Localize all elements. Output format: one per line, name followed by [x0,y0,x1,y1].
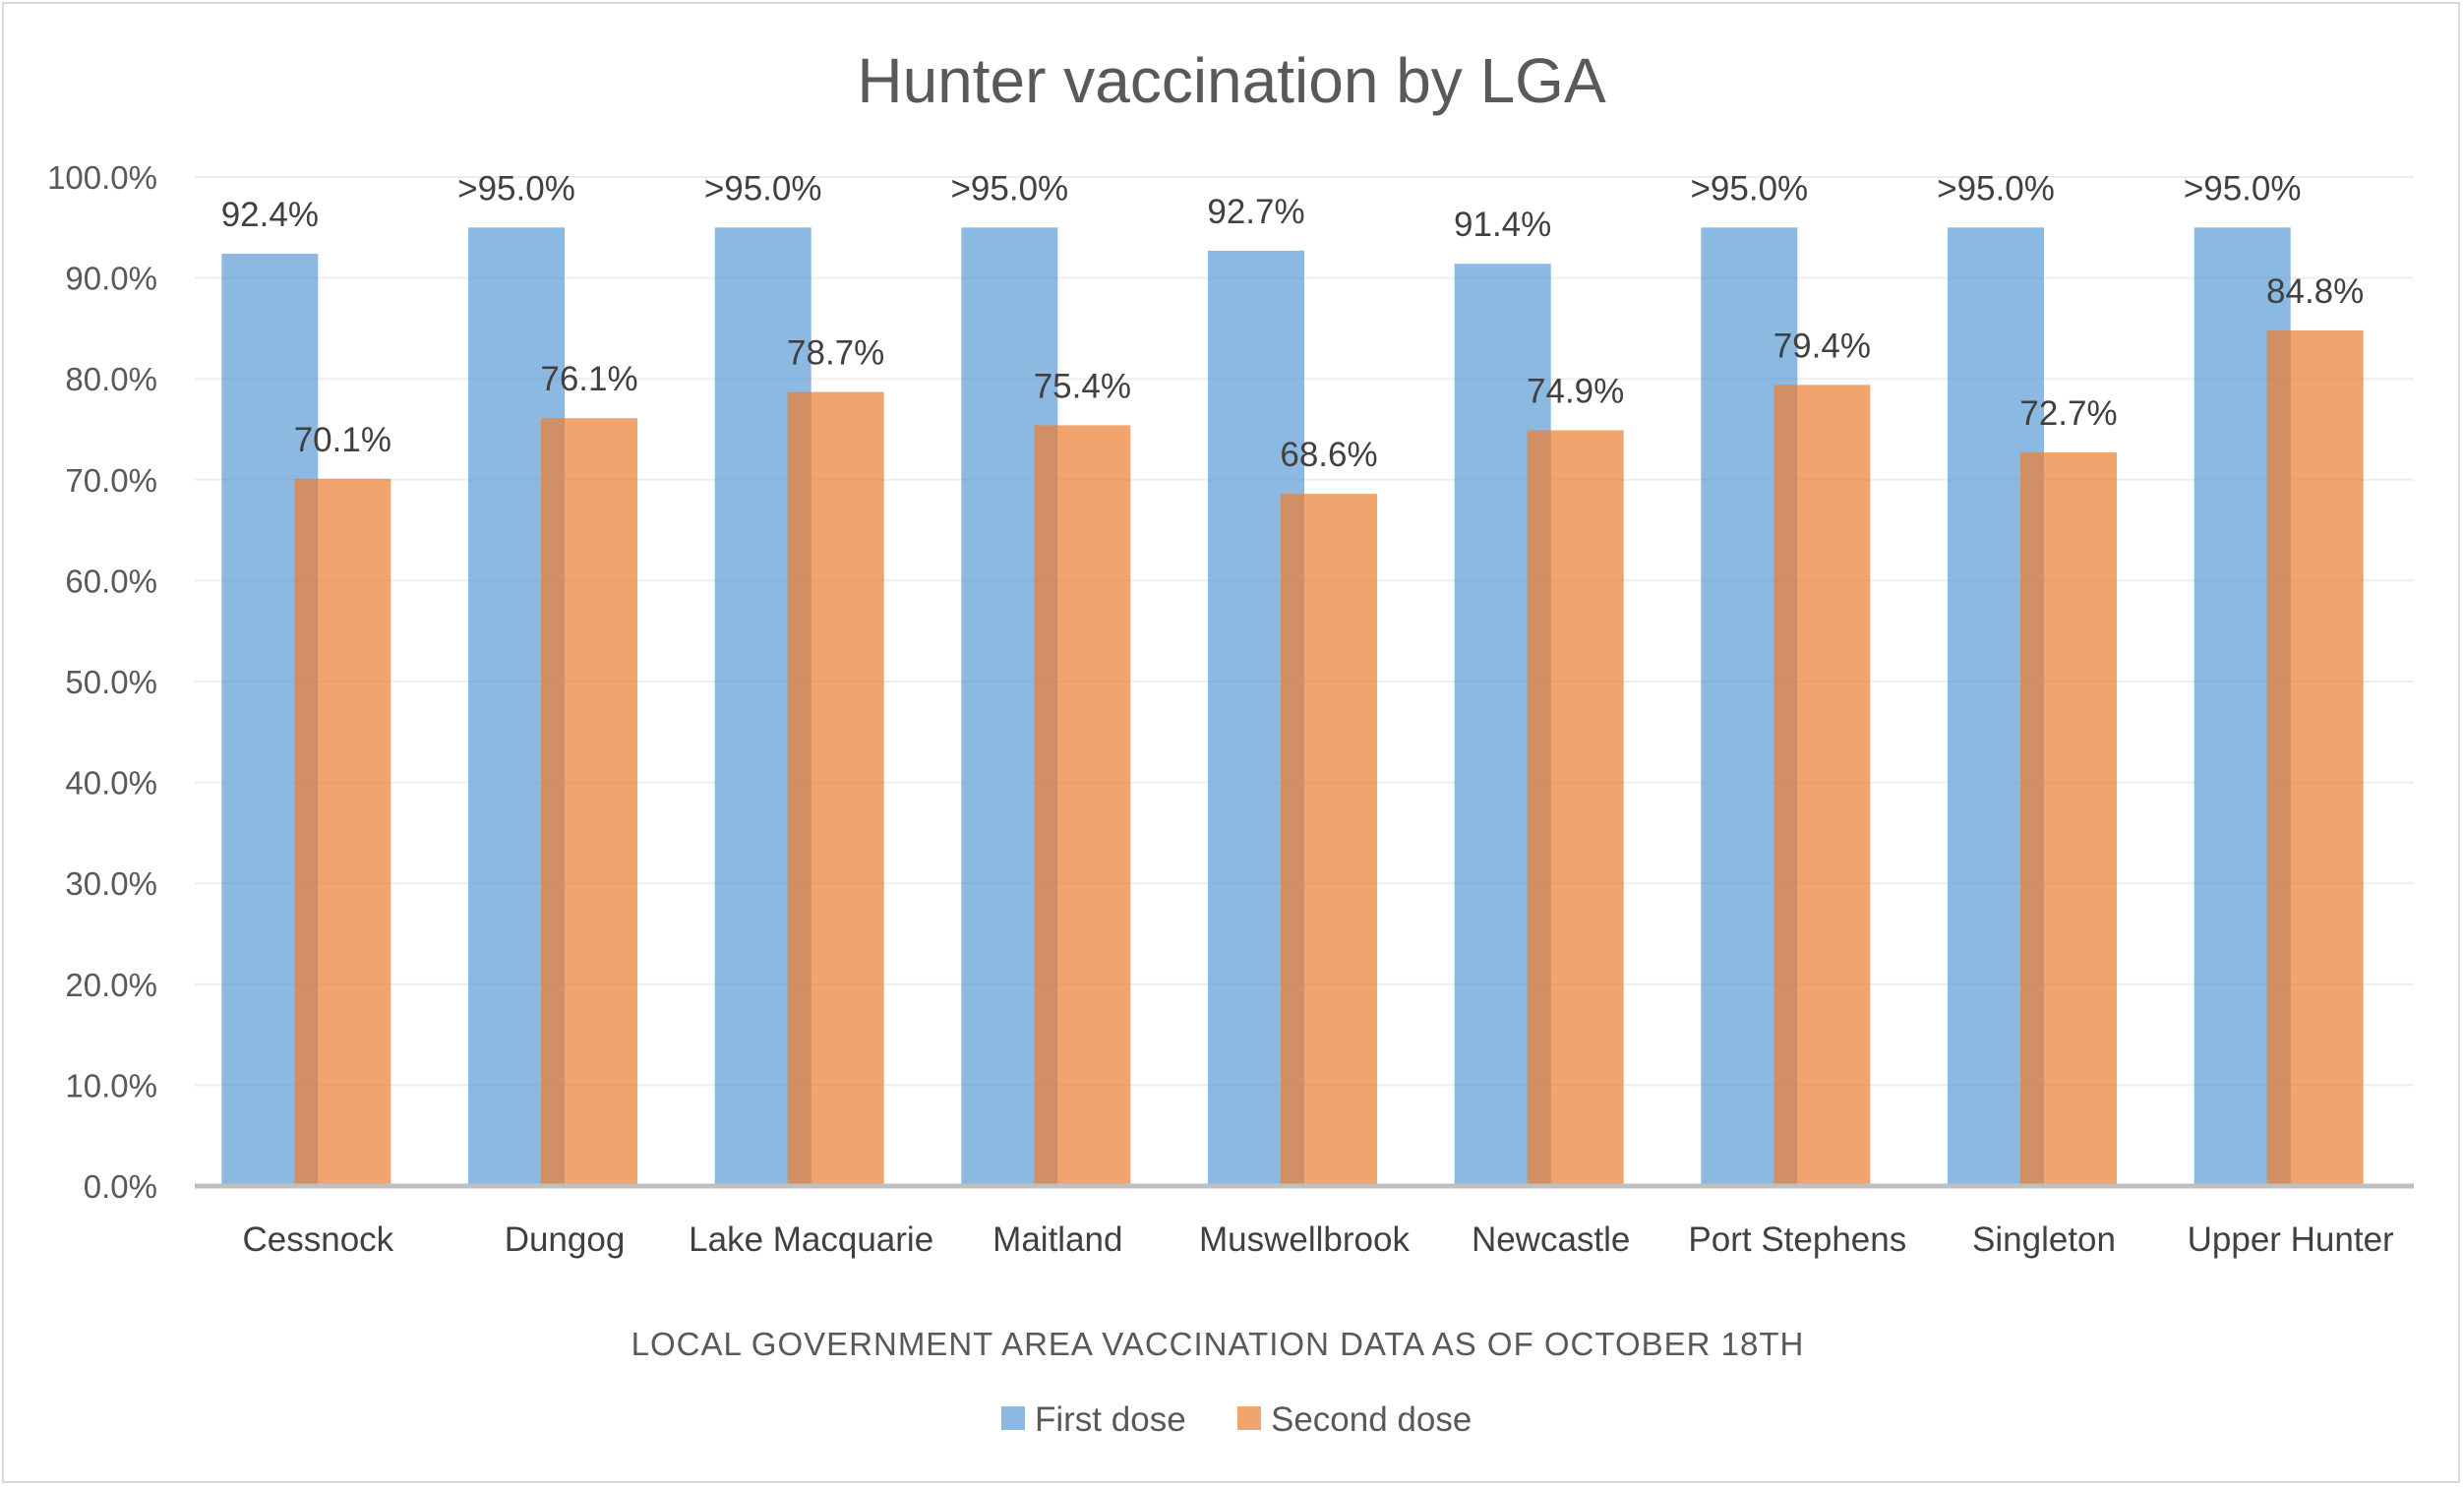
second-dose-data-label: 72.7% [2019,394,2117,433]
legend-item: Second dose [1237,1400,1472,1439]
first-dose-data-label: >95.0% [950,169,1068,208]
category-label: Newcastle [1472,1220,1630,1259]
chart-title: Hunter vaccination by LGA [857,45,1606,116]
second-dose-bar [541,418,637,1186]
second-dose-data-label: 74.9% [1527,373,1624,411]
y-tick-label: 50.0% [65,664,157,700]
category-label: Lake Macquarie [689,1220,933,1259]
y-tick-label: 0.0% [84,1168,157,1205]
legend-swatch [1237,1406,1261,1430]
second-dose-data-label: 75.4% [1034,367,1131,405]
category-label: Singleton [1972,1220,2116,1259]
first-dose-data-label: >95.0% [2184,169,2302,208]
category-label: Dungog [505,1220,626,1259]
bars [221,227,2364,1187]
y-tick-label: 70.0% [65,462,157,499]
second-dose-bar [787,391,884,1187]
category-label: Upper Hunter [2188,1220,2394,1259]
y-tick-label: 40.0% [65,765,157,802]
y-tick-label: 80.0% [65,361,157,397]
y-tick-label: 100.0% [47,159,157,196]
legend-swatch [1001,1406,1025,1430]
category-label: Port Stephens [1688,1220,1906,1259]
first-dose-data-label: 92.4% [221,196,319,234]
category-label: Cessnock [242,1220,393,1259]
second-dose-data-label: 70.1% [294,421,391,459]
second-dose-data-label: 84.8% [2266,272,2364,311]
legend: First dose Second dose [1001,1400,1472,1439]
y-tick-label: 30.0% [65,865,157,902]
second-dose-data-label: 68.6% [1280,436,1377,474]
second-dose-data-label: 76.1% [540,360,637,398]
first-dose-data-label: >95.0% [1690,169,1808,208]
first-dose-data-label: 92.7% [1207,193,1304,231]
legend-item: First dose [1001,1400,1186,1439]
second-dose-bar [1034,425,1131,1186]
y-tick-label: 60.0% [65,563,157,599]
second-dose-bar [1281,494,1377,1186]
first-dose-data-label: >95.0% [1937,169,2055,208]
first-dose-data-label: >95.0% [457,169,575,208]
legend-label: First dose [1035,1400,1186,1439]
second-dose-bar [2020,452,2117,1186]
data-labels: 92.4% 70.1% >95.0% 76.1% >95.0% 78.7% >95.0% 75… [221,169,2365,474]
y-tick-label: 10.0% [65,1067,157,1103]
second-dose-bar [1527,430,1624,1186]
y-axis-ticks: 0.0% 10.0% 20.0% 30.0% 40.0% 50.0% 60.0% 70.0% 8… [47,159,157,1205]
category-labels: Cessnock Dungog Lake Macquarie Maitland Musw… [242,1220,2394,1259]
y-tick-label: 90.0% [65,261,157,297]
second-dose-bar [294,478,391,1186]
legend-label: Second dose [1271,1400,1472,1439]
second-dose-bar [1773,385,1871,1187]
x-axis-label: LOCAL GOVERNMENT AREA VACCINATION DATA A… [631,1326,1805,1362]
y-tick-label: 20.0% [65,967,157,1003]
category-label: Maitland [992,1220,1122,1259]
category-label: Muswellbrook [1199,1220,1410,1259]
second-dose-data-label: 79.4% [1773,327,1871,365]
second-dose-data-label: 78.7% [787,334,884,373]
first-dose-data-label: >95.0% [704,169,822,208]
second-dose-bar [2266,329,2364,1186]
first-dose-data-label: 91.4% [1454,206,1551,244]
